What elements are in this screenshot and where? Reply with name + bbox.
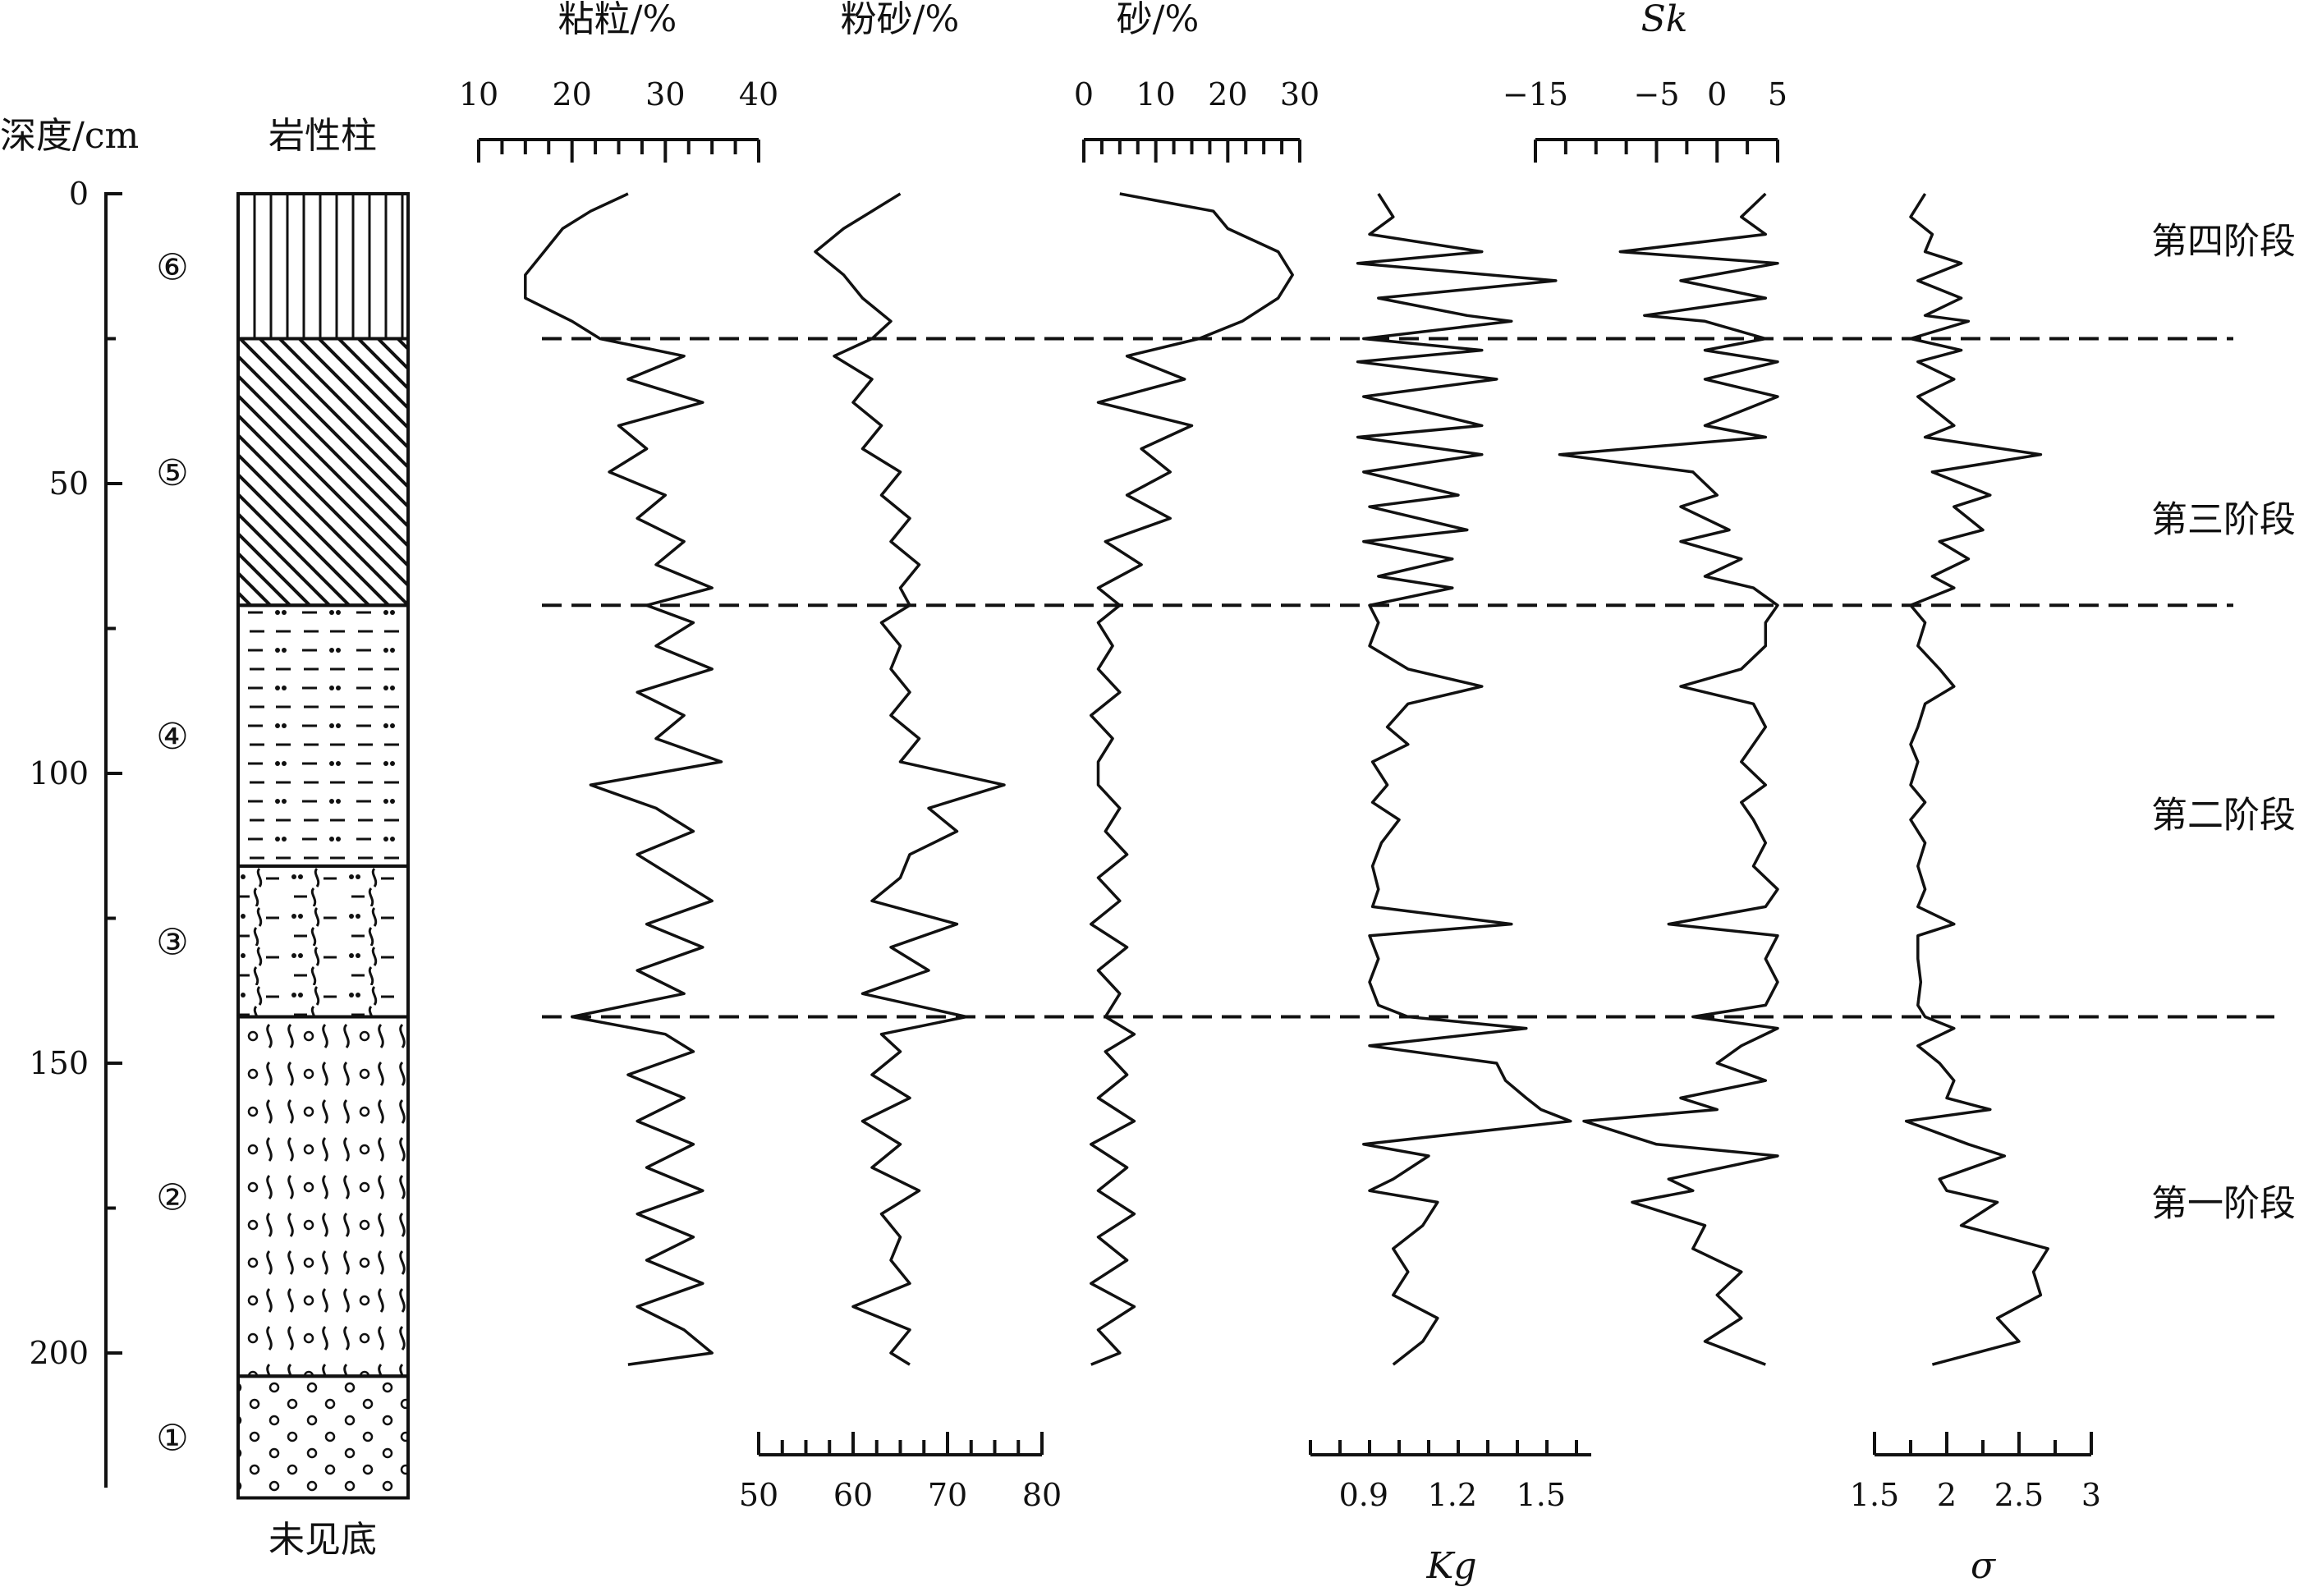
series-tick-label: 3 [2081, 1477, 2101, 1513]
series-tick-label: 60 [833, 1477, 873, 1513]
stage-label: 第一阶段 [2151, 1182, 2296, 1224]
series-tick-label: 70 [928, 1477, 967, 1513]
lithology-layer-id: ③ [156, 922, 188, 964]
series-tick-label: 0.9 [1339, 1477, 1388, 1513]
lithology-layer-id: ① [156, 1417, 188, 1459]
series-tick-label: 0 [1707, 76, 1727, 112]
series-title: Kg [1425, 1545, 1476, 1587]
depth-tick-label: 0 [69, 176, 89, 212]
series-tick-label: 1.5 [1517, 1477, 1566, 1513]
series-tick-label: 0 [1074, 76, 1094, 112]
series-tick-label: 50 [739, 1477, 778, 1513]
lithology-column-title: 岩性柱 [268, 115, 377, 157]
depth-tick-label: 150 [29, 1045, 89, 1081]
lithology-layer [236, 864, 410, 1019]
series-title: Sk [1641, 0, 1688, 40]
lithology-layer-id: ② [156, 1176, 188, 1218]
series-tick-label: 5 [1768, 76, 1787, 112]
series-tick-label: 2.5 [1994, 1477, 2044, 1513]
lithology-column: 岩性柱 ⑥ ⑤ ④ ③ ② ① 未见底 [156, 115, 410, 1561]
lithology-layer [236, 1015, 410, 1378]
series-tick-label: −5 [1633, 76, 1679, 112]
series-title: σ [1971, 1545, 1997, 1587]
series-panel: 0 10 20 30 砂/% [1074, 0, 1319, 1366]
series-tick-label: 1.2 [1428, 1477, 1477, 1513]
depth-tick-label: 50 [49, 466, 89, 502]
lithology-layers: ⑥ ⑤ ④ ③ ② ① [156, 192, 410, 1500]
stage-label: 第四阶段 [2151, 220, 2296, 262]
series-tick-label: 40 [739, 76, 778, 112]
series-curve [1356, 193, 1572, 1366]
series-tick-label: 30 [645, 76, 685, 112]
depth-tick-label: 200 [29, 1335, 89, 1371]
lithology-layer [236, 1374, 410, 1500]
series-tick-label: 80 [1022, 1477, 1062, 1513]
series-tick-label: −15 [1503, 76, 1568, 112]
stage-boundaries [542, 337, 2274, 1019]
lithology-layer-id: ⑥ [156, 246, 188, 288]
series-tick-label: 20 [552, 76, 591, 112]
depth-tick-label: 100 [29, 755, 89, 791]
series-panel: −15 −5 0 5 Sk [1503, 0, 1787, 1366]
series-title: 砂/% [1117, 0, 1200, 40]
depth-axis: 深度/cm 0 50 100 150 200 [0, 115, 139, 1488]
series-tick-label: 1.5 [1850, 1477, 1899, 1513]
lithology-layer-id: ⑤ [156, 452, 188, 494]
series-tick-label: 10 [1136, 76, 1175, 112]
series-title: 粉砂/% [841, 0, 960, 40]
series-panel: 0.9 1.2 1.5 Kg [1309, 193, 1591, 1587]
series-tick-label: 20 [1208, 76, 1247, 112]
lithology-layer [236, 192, 410, 341]
series-panel: 50 60 70 80 粉砂/% [739, 0, 1062, 1513]
series-curve [524, 192, 723, 1366]
series-curve [1090, 192, 1294, 1366]
stage-label: 第二阶段 [2151, 794, 2296, 836]
depth-axis-label: 深度/cm [0, 115, 139, 157]
series-tick-label: 30 [1280, 76, 1319, 112]
series-tick-label: 10 [459, 76, 498, 112]
series-curve [1558, 192, 1779, 1366]
stage-label: 第三阶段 [2151, 498, 2296, 540]
series-curve [1904, 193, 2049, 1366]
series-curve [814, 192, 1006, 1366]
lithology-layer-id: ④ [156, 716, 188, 758]
series-panel: 10 20 30 40 粘粒/% [459, 0, 778, 1366]
series-panel: 1.5 2 2.5 3 σ [1850, 193, 2101, 1587]
lithology-bottom-note: 未见底 [268, 1519, 377, 1561]
series-title: 粘粒/% [558, 0, 677, 40]
lithology-layer [236, 603, 410, 868]
lithology-layer [236, 337, 410, 608]
series-tick-label: 2 [1937, 1477, 1957, 1513]
depth-axis-ticks: 0 50 100 150 200 [29, 176, 122, 1371]
